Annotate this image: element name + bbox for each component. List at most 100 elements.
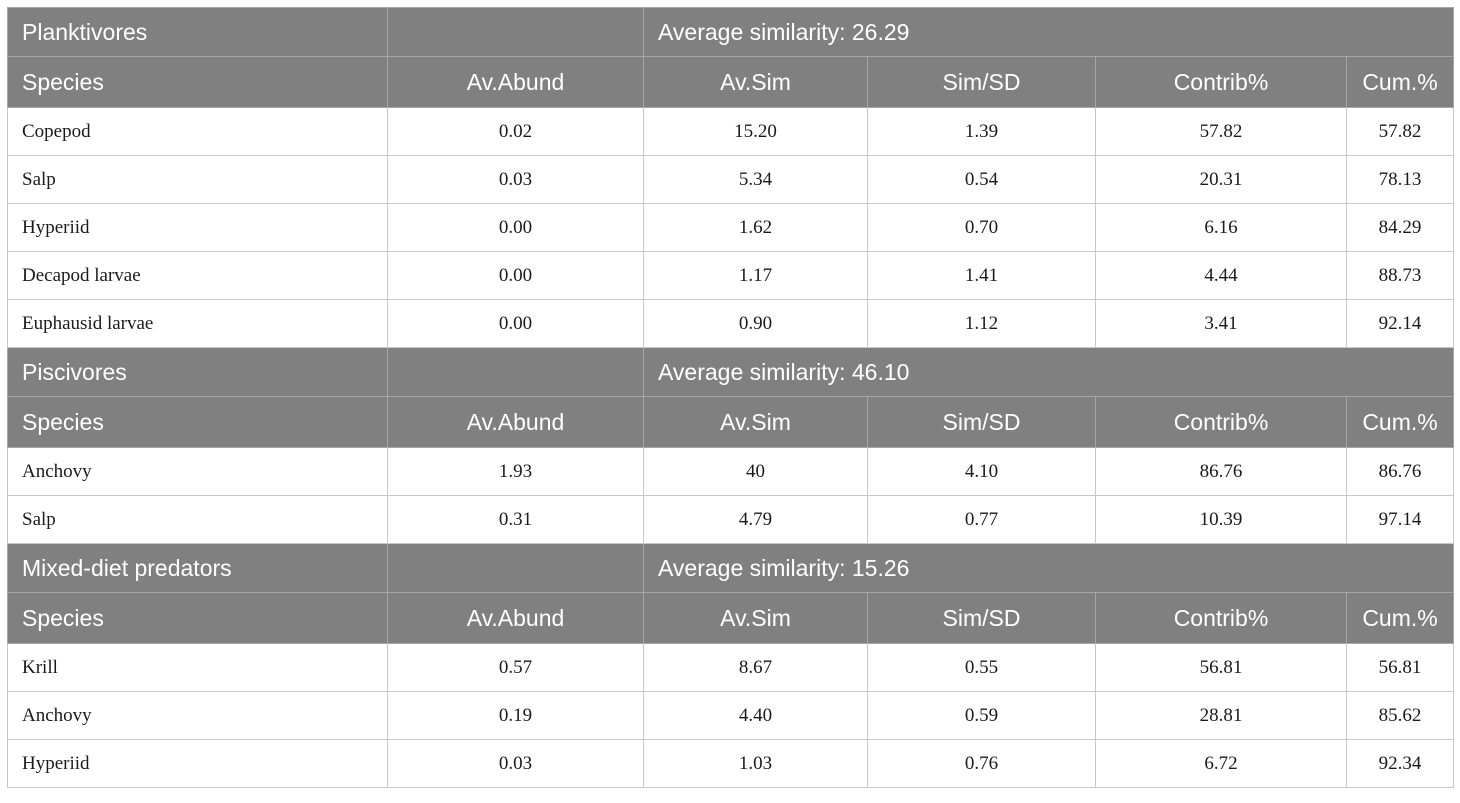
table-row: Anchovy 1.93 40 4.10 86.76 86.76 (7, 447, 1455, 496)
column-header-av-abund: Av.Abund (387, 396, 644, 448)
group-spacer-cell (387, 543, 644, 593)
group-spacer-cell (387, 347, 644, 397)
cell-sim-sd: 1.12 (867, 299, 1096, 348)
cell-species: Salp (7, 155, 388, 204)
cell-av-abund: 0.03 (387, 739, 644, 788)
cell-contrib: 6.16 (1095, 203, 1347, 252)
cell-sim-sd: 0.77 (867, 495, 1096, 544)
cell-cum: 88.73 (1345, 251, 1455, 300)
cell-contrib: 20.31 (1095, 155, 1347, 204)
cell-species: Salp (7, 495, 388, 544)
cell-av-abund: 0.57 (387, 643, 644, 692)
column-header-row: Species Av.Abund Av.Sim Sim/SD Contrib% Cum.% (7, 396, 1455, 448)
cell-contrib: 6.72 (1095, 739, 1347, 788)
cell-sim-sd: 1.41 (867, 251, 1096, 300)
cell-species: Copepod (7, 107, 388, 156)
table-body: Planktivores Average similarity: 26.29 Spe… (7, 7, 1455, 788)
cell-sim-sd: 1.39 (867, 107, 1096, 156)
cell-av-sim: 1.17 (643, 251, 868, 300)
column-header-av-sim: Av.Sim (643, 56, 868, 108)
cell-av-abund: 1.93 (387, 447, 644, 496)
cell-sim-sd: 0.59 (867, 691, 1096, 740)
cell-av-abund: 0.00 (387, 299, 644, 348)
column-header-species: Species (7, 592, 388, 644)
column-header-av-sim: Av.Sim (643, 592, 868, 644)
table-row: Euphausid larvae 0.00 0.90 1.12 3.41 92.14 (7, 299, 1455, 348)
cell-av-sim: 40 (643, 447, 868, 496)
cell-contrib: 10.39 (1095, 495, 1347, 544)
group-header-row: Mixed-diet predators Average similarity: … (7, 543, 1455, 593)
cell-av-abund: 0.31 (387, 495, 644, 544)
cell-contrib: 3.41 (1095, 299, 1347, 348)
column-header-sim-sd: Sim/SD (867, 396, 1096, 448)
cell-contrib: 56.81 (1095, 643, 1347, 692)
cell-av-abund: 0.00 (387, 203, 644, 252)
table-row: Hyperiid 0.00 1.62 0.70 6.16 84.29 (7, 203, 1455, 252)
column-header-av-abund: Av.Abund (387, 56, 644, 108)
cell-av-abund: 0.19 (387, 691, 644, 740)
table-row: Salp 0.03 5.34 0.54 20.31 78.13 (7, 155, 1455, 204)
table-row: Salp 0.31 4.79 0.77 10.39 97.14 (7, 495, 1455, 544)
cell-av-sim: 8.67 (643, 643, 868, 692)
group-spacer-cell (387, 7, 644, 57)
cell-species: Krill (7, 643, 388, 692)
column-header-sim-sd: Sim/SD (867, 592, 1096, 644)
cell-av-sim: 5.34 (643, 155, 868, 204)
group-average-similarity: Average similarity: 15.26 (642, 543, 1455, 593)
cell-av-sim: 4.40 (643, 691, 868, 740)
group-average-similarity: Average similarity: 46.10 (642, 347, 1455, 397)
table-row: Krill 0.57 8.67 0.55 56.81 56.81 (7, 643, 1455, 692)
cell-cum: 56.81 (1345, 643, 1455, 692)
cell-av-abund: 0.00 (387, 251, 644, 300)
cell-av-sim: 0.90 (643, 299, 868, 348)
column-header-row: Species Av.Abund Av.Sim Sim/SD Contrib% Cum.% (7, 56, 1455, 108)
cell-cum: 78.13 (1345, 155, 1455, 204)
cell-cum: 92.14 (1345, 299, 1455, 348)
column-header-species: Species (7, 56, 388, 108)
column-header-av-abund: Av.Abund (387, 592, 644, 644)
cell-cum: 85.62 (1345, 691, 1455, 740)
group-name: Mixed-diet predators (7, 543, 388, 593)
group-header-row: Piscivores Average similarity: 46.10 (7, 347, 1455, 397)
column-header-sim-sd: Sim/SD (867, 56, 1096, 108)
similarity-table: Planktivores Average similarity: 26.29 Spe… (7, 7, 1455, 788)
cell-av-abund: 0.02 (387, 107, 644, 156)
cell-contrib: 86.76 (1095, 447, 1347, 496)
cell-species: Anchovy (7, 691, 388, 740)
table-row: Copepod 0.02 15.20 1.39 57.82 57.82 (7, 107, 1455, 156)
cell-cum: 57.82 (1345, 107, 1455, 156)
cell-sim-sd: 4.10 (867, 447, 1096, 496)
column-header-row: Species Av.Abund Av.Sim Sim/SD Contrib% Cum.% (7, 592, 1455, 644)
column-header-contrib: Contrib% (1095, 396, 1347, 448)
cell-sim-sd: 0.54 (867, 155, 1096, 204)
cell-sim-sd: 0.76 (867, 739, 1096, 788)
cell-av-abund: 0.03 (387, 155, 644, 204)
cell-species: Hyperiid (7, 739, 388, 788)
column-header-av-sim: Av.Sim (643, 396, 868, 448)
cell-species: Euphausid larvae (7, 299, 388, 348)
cell-species: Decapod larvae (7, 251, 388, 300)
cell-av-sim: 1.62 (643, 203, 868, 252)
column-header-cum: Cum.% (1345, 56, 1455, 108)
group-name: Piscivores (7, 347, 388, 397)
cell-av-sim: 1.03 (643, 739, 868, 788)
cell-sim-sd: 0.55 (867, 643, 1096, 692)
table-row: Hyperiid 0.03 1.03 0.76 6.72 92.34 (7, 739, 1455, 788)
cell-cum: 86.76 (1345, 447, 1455, 496)
cell-av-sim: 15.20 (643, 107, 868, 156)
cell-av-sim: 4.79 (643, 495, 868, 544)
cell-species: Hyperiid (7, 203, 388, 252)
group-name: Planktivores (7, 7, 388, 57)
group-header-row: Planktivores Average similarity: 26.29 (7, 7, 1455, 57)
column-header-species: Species (7, 396, 388, 448)
column-header-cum: Cum.% (1345, 396, 1455, 448)
column-header-contrib: Contrib% (1095, 592, 1347, 644)
column-header-cum: Cum.% (1345, 592, 1455, 644)
table-row: Decapod larvae 0.00 1.17 1.41 4.44 88.73 (7, 251, 1455, 300)
cell-contrib: 4.44 (1095, 251, 1347, 300)
cell-contrib: 28.81 (1095, 691, 1347, 740)
group-average-similarity: Average similarity: 26.29 (642, 7, 1455, 57)
cell-cum: 92.34 (1345, 739, 1455, 788)
cell-cum: 97.14 (1345, 495, 1455, 544)
cell-sim-sd: 0.70 (867, 203, 1096, 252)
